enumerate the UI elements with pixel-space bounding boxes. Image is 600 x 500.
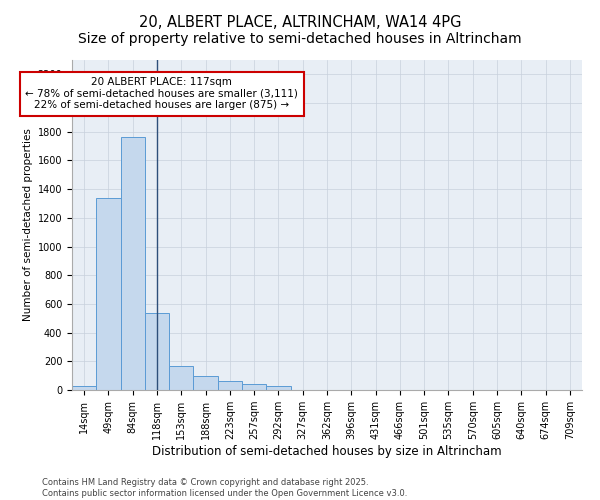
Bar bbox=[193, 376, 218, 390]
Bar bbox=[266, 386, 290, 390]
Bar bbox=[169, 366, 193, 390]
Bar bbox=[96, 198, 121, 390]
Text: Contains HM Land Registry data © Crown copyright and database right 2025.
Contai: Contains HM Land Registry data © Crown c… bbox=[42, 478, 407, 498]
Text: Size of property relative to semi-detached houses in Altrincham: Size of property relative to semi-detach… bbox=[78, 32, 522, 46]
Text: 20, ALBERT PLACE, ALTRINCHAM, WA14 4PG: 20, ALBERT PLACE, ALTRINCHAM, WA14 4PG bbox=[139, 15, 461, 30]
X-axis label: Distribution of semi-detached houses by size in Altrincham: Distribution of semi-detached houses by … bbox=[152, 445, 502, 458]
Y-axis label: Number of semi-detached properties: Number of semi-detached properties bbox=[23, 128, 34, 322]
Bar bbox=[145, 312, 169, 390]
Bar bbox=[218, 380, 242, 390]
Text: 20 ALBERT PLACE: 117sqm
← 78% of semi-detached houses are smaller (3,111)
22% of: 20 ALBERT PLACE: 117sqm ← 78% of semi-de… bbox=[25, 77, 298, 110]
Bar bbox=[121, 138, 145, 390]
Bar bbox=[242, 384, 266, 390]
Bar bbox=[72, 386, 96, 390]
